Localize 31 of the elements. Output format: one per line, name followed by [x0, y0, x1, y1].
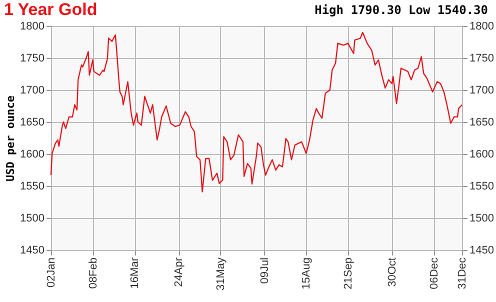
x-tick-label: 16Mar [129, 257, 142, 289]
y-tick-label: 1700 [20, 84, 44, 96]
y-tick-label: 1600 [20, 148, 44, 160]
y-tick-label: 1800 [20, 20, 44, 32]
x-tick-label: 06Dec [428, 257, 440, 290]
y2-tick-label: 1600 [470, 148, 494, 160]
y2-tick-label: 1500 [470, 212, 494, 224]
x-tick-label: 08Feb [87, 258, 100, 289]
text: High 1790.30 Low 1540.30 [314, 3, 488, 17]
x-tick-label: 30Oct [386, 258, 398, 287]
y-tick-label: 1750 [20, 52, 44, 64]
x-tick-label: 31May [214, 257, 227, 291]
y2-tick-label: 1550 [470, 180, 494, 192]
x-tick-label: 02Jan [46, 258, 58, 288]
y2-tick-label: 1650 [470, 116, 494, 128]
y-tick-label: 1500 [20, 212, 44, 224]
line-series [50, 32, 463, 192]
x-tick-label: 21Sep [342, 258, 354, 290]
y2-tick-label: 1450 [470, 244, 494, 256]
y-tick-label: 1550 [20, 180, 44, 192]
x-tick-label: 15Aug [300, 258, 313, 290]
y2-tick-label: 1700 [470, 84, 494, 96]
y-tick-label: 1650 [20, 116, 44, 128]
y-axis-title: USD per ounce [4, 95, 18, 182]
x-tick-label: 09Jul [258, 258, 271, 284]
x-tick-label: 24Apr [173, 257, 186, 287]
chart-title: 1 Year Gold [4, 0, 98, 20]
y2-tick-label: 1750 [470, 52, 494, 64]
y-tick-label: 1450 [20, 244, 44, 256]
y2-tick-label: 1800 [470, 20, 494, 32]
x-tick-label: 31Dec [456, 257, 468, 290]
